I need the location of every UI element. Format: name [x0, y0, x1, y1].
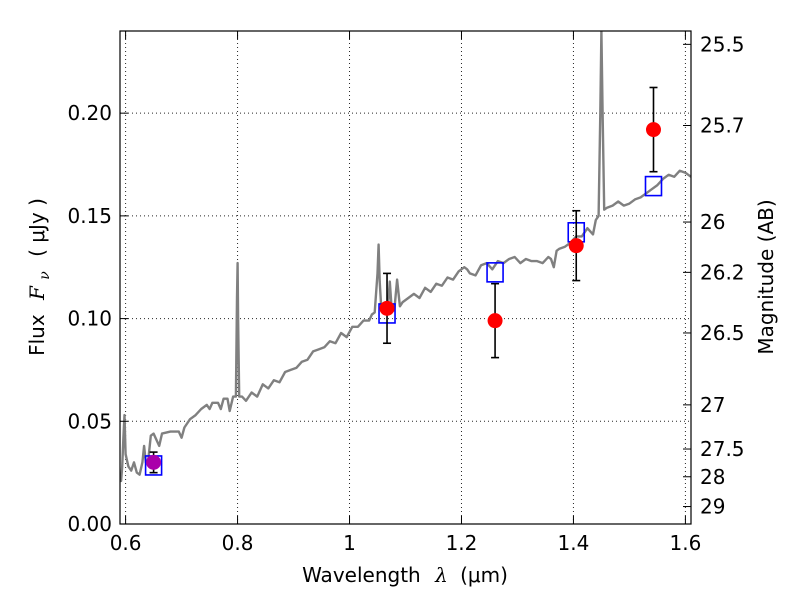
grid-lines: [120, 31, 691, 525]
y-right-tick-label: 27.5: [700, 437, 745, 461]
x-tick-label: 1.6: [669, 531, 701, 555]
y-right-tick-label: 26: [700, 210, 725, 234]
plot-area: [120, 31, 691, 483]
y-axis-label: Flux F ν ( μJy ): [25, 198, 54, 356]
y-right-tick-label: 29: [700, 495, 725, 519]
model-photometry-square: [644, 175, 663, 197]
x-tick-label: 1: [343, 531, 356, 555]
y-tick-label: 0.05: [67, 409, 112, 433]
y-axis-label-sub: ν: [37, 271, 53, 280]
y-right-tick-label: 26.2: [700, 260, 745, 284]
y-axis-label-prefix: Flux: [25, 314, 49, 356]
y-tick-label: 0.20: [67, 101, 112, 125]
y-right-tick-label: 26.5: [700, 321, 745, 345]
y-axis-label-symbol: F: [25, 285, 49, 301]
observed-flux-point: [146, 454, 162, 470]
model-photometry-square: [486, 262, 504, 283]
plot-frame: [119, 30, 692, 525]
observed-flux-point: [487, 313, 503, 329]
y-right-axis-label: Magnitude (AB): [754, 199, 778, 354]
x-axis-label-unit: (μm): [460, 563, 508, 587]
model-spectrum-line: [120, 31, 691, 483]
x-tick-label: 0.6: [110, 531, 142, 555]
x-tick-label: 0.8: [222, 531, 254, 555]
y-right-tick-label: 27: [700, 393, 725, 417]
y-tick-label: 0.15: [67, 204, 112, 228]
y-tick-label: 0.00: [67, 512, 112, 536]
observed-flux-point: [379, 300, 395, 316]
x-tick-label: 1.4: [558, 531, 590, 555]
x-axis-label: Wavelength λ (μm): [302, 563, 508, 587]
x-axis-label-prefix: Wavelength: [302, 563, 421, 587]
y-tick-label: 0.10: [67, 307, 112, 331]
x-tick-label: 1.2: [446, 531, 478, 555]
y-right-tick-label: 28: [700, 465, 725, 489]
observed-flux-point: [568, 238, 584, 254]
axis-ticks: 0.6 0.8 1 1.2 1.4 1.6 0.00 0.05 0.10 0.15 0.20 25.5…: [67, 31, 745, 555]
y-right-tick-label: 25.5: [700, 32, 745, 56]
x-axis-label-symbol: λ: [434, 563, 448, 587]
y-right-tick-label: 25.7: [700, 113, 745, 137]
y-axis-label-unit: ( μJy ): [25, 198, 49, 257]
observed-flux-point: [645, 122, 661, 138]
